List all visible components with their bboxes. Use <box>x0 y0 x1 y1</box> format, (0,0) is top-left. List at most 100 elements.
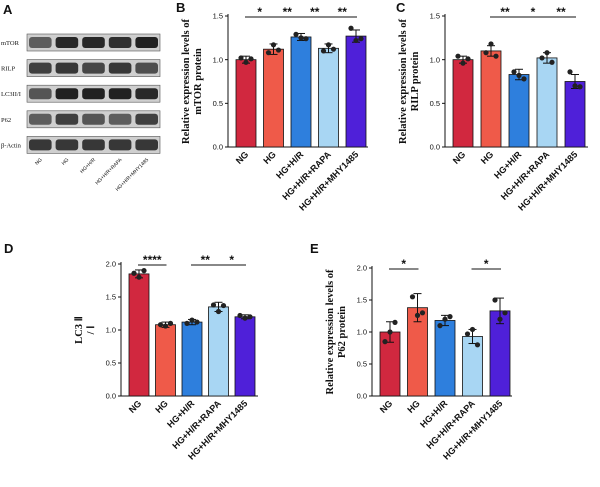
data-point <box>492 297 498 303</box>
data-point <box>303 36 309 42</box>
blot-lane-label: NG <box>34 157 44 167</box>
significance-label: ** <box>283 5 293 19</box>
y-axis-label: Relative expression levels ofP62 protein <box>325 269 348 394</box>
bar-hg-h-r-mhy1485 <box>234 316 256 397</box>
y-tick-label: 1.0 <box>106 326 116 335</box>
y-tick-label: 0.0 <box>213 143 223 152</box>
data-point <box>539 55 545 61</box>
data-point <box>469 326 476 333</box>
panel-a-letter: A <box>3 2 13 17</box>
blot-band <box>55 88 79 100</box>
x-tick-label: NG <box>378 398 395 415</box>
blot-row-label: mTOR <box>1 40 20 47</box>
blot-band <box>29 139 52 151</box>
data-point <box>184 320 190 326</box>
data-point <box>437 323 443 329</box>
blot-band <box>55 113 79 125</box>
significance-label: ** <box>201 253 211 267</box>
bar-hg-h-r-rapa <box>318 47 339 148</box>
bar-hg-h-r-mhy1485 <box>564 81 586 148</box>
data-point <box>577 84 583 90</box>
significance-label: ** <box>338 5 348 19</box>
blot-row-label: P62 <box>1 117 11 124</box>
x-tick-label: HG <box>261 149 278 166</box>
bar-ng <box>235 59 257 148</box>
blot-lane-label: HG+H/R <box>79 157 97 175</box>
panel-b-mtor-chart: B 0.0 0.5 1.0 1.5 Relative expression levels … <box>176 0 368 213</box>
x-tick-label: NG <box>451 149 468 166</box>
x-tick-label: NG <box>127 398 144 415</box>
significance-label: * <box>229 253 234 267</box>
data-point <box>497 316 503 322</box>
blot-band <box>55 139 79 151</box>
y-tick-label: 1.5 <box>213 12 223 21</box>
x-tick-label: HG <box>479 149 496 166</box>
significance-label: ** <box>500 5 510 19</box>
blot-band <box>55 62 79 74</box>
data-point <box>157 322 164 328</box>
significance-label: ** <box>556 5 566 19</box>
blot-band <box>135 139 158 151</box>
bar-hg-h-r <box>181 321 203 397</box>
data-point <box>275 47 282 53</box>
blot-row-label: LC3II/I <box>1 91 21 98</box>
y-tick-label: 2.0 <box>357 264 367 273</box>
data-point <box>293 31 299 37</box>
data-point <box>409 294 416 300</box>
data-point <box>567 69 573 75</box>
blot-band <box>108 139 132 151</box>
blot-band <box>135 113 158 125</box>
significance-label: * <box>401 257 406 271</box>
y-tick-label: 1.5 <box>106 293 116 302</box>
blot-band <box>135 37 158 48</box>
data-point <box>465 56 471 62</box>
blot-band <box>82 37 105 48</box>
data-point <box>298 35 304 41</box>
data-point <box>414 312 421 318</box>
data-point <box>210 302 217 308</box>
significance-label: ** <box>310 5 320 19</box>
y-tick-label: 0.5 <box>430 99 440 108</box>
blot-band <box>29 62 52 74</box>
data-point <box>325 42 332 48</box>
bar-hg-h-r-rapa <box>208 306 229 397</box>
data-point <box>460 60 466 66</box>
data-point <box>243 59 249 65</box>
data-point <box>248 56 254 62</box>
significance-label: * <box>484 257 489 271</box>
data-point <box>270 42 277 48</box>
bar-hg-h-r <box>434 320 456 397</box>
data-point <box>238 55 244 61</box>
y-axis-label: Relative expression levels ofmTOR protei… <box>181 19 204 144</box>
panel-letter: B <box>176 0 185 15</box>
data-point <box>194 319 200 325</box>
blot-band <box>82 62 105 74</box>
x-tick-label: HG+H/R+RAPA <box>424 398 477 451</box>
y-axis-label: LC3 Ⅱ/ Ⅰ <box>73 316 97 344</box>
blot-band <box>108 88 132 100</box>
blot-row-label: β-Actin <box>1 142 22 149</box>
blot-band <box>108 62 132 74</box>
data-point <box>419 310 426 316</box>
data-point <box>549 59 555 65</box>
data-point <box>502 310 508 316</box>
data-point <box>382 339 388 345</box>
y-tick-label: 1.5 <box>430 12 440 21</box>
data-point <box>167 320 174 326</box>
x-tick-label: HG <box>405 398 422 415</box>
panel-e-p62-chart: E 0.0 0.5 1.0 1.5 2.0 Relative expression leve… <box>310 241 512 462</box>
data-point <box>348 25 354 31</box>
data-point <box>521 76 527 82</box>
significance-label: * <box>531 5 536 19</box>
blot-band <box>108 113 132 125</box>
data-point <box>162 323 169 329</box>
data-point <box>483 50 489 56</box>
y-tick-label: 1.0 <box>430 55 440 64</box>
bar-hg-h-r-rapa <box>536 57 558 148</box>
x-tick-label: HG <box>153 398 170 415</box>
blot-band <box>108 37 132 48</box>
data-point <box>247 314 253 320</box>
y-tick-label: 0.0 <box>106 392 116 401</box>
data-point <box>330 46 337 52</box>
